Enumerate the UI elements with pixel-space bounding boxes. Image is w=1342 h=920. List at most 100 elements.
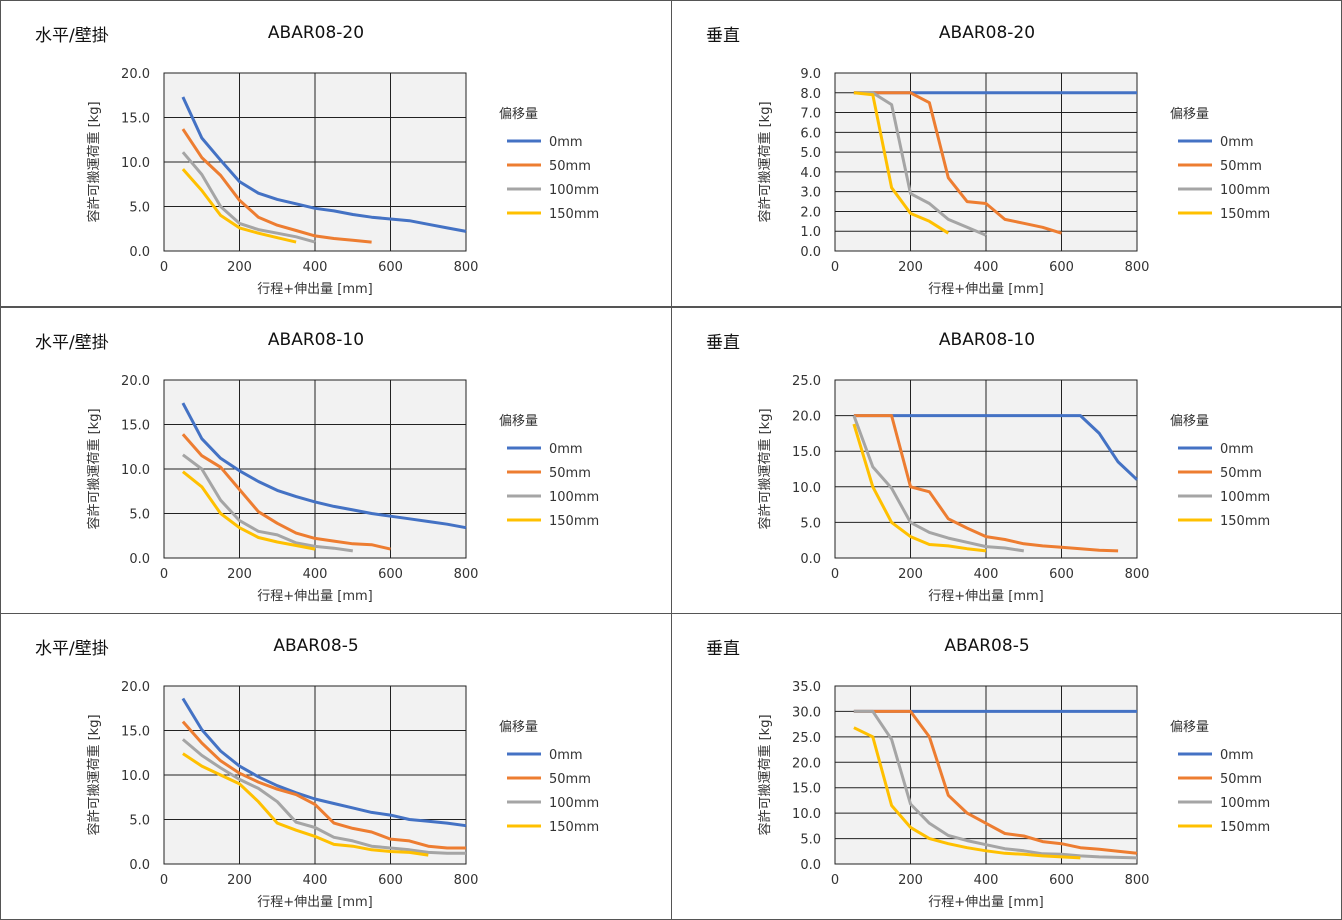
y-tick-label: 15.0 bbox=[121, 419, 150, 434]
legend-label: 100mm bbox=[1220, 796, 1270, 811]
y-tick-label: 15.0 bbox=[792, 782, 821, 797]
chart-panel-h5: 水平/壁掛 ABAR08-5 0.0 5.0 10.0 15.0 20.0 0 200 400 60… bbox=[0, 613, 672, 920]
y-tick-label: 10.0 bbox=[121, 769, 150, 784]
y-tick-label: 5.0 bbox=[800, 833, 821, 848]
y-tick-label: 6.0 bbox=[800, 126, 821, 141]
x-tick-label: 600 bbox=[1049, 873, 1074, 888]
chart-title: ABAR08-5 bbox=[273, 636, 359, 656]
y-tick-label: 5.0 bbox=[129, 508, 150, 523]
chart-category-label: 水平/壁掛 bbox=[35, 639, 109, 659]
x-tick-label: 0 bbox=[831, 260, 839, 275]
series-line-50mm bbox=[853, 91, 1062, 235]
x-axis-label: 行程+伸出量 [mm] bbox=[257, 282, 373, 297]
legend-label: 100mm bbox=[549, 796, 599, 811]
legend-label: 0mm bbox=[1220, 748, 1254, 763]
y-tick-label: 4.0 bbox=[800, 166, 821, 181]
legend-label: 0mm bbox=[549, 442, 583, 457]
y-tick-label: 7.0 bbox=[800, 107, 821, 122]
x-tick-label: 600 bbox=[378, 873, 403, 888]
x-tick-label: 600 bbox=[378, 260, 403, 275]
x-tick-label: 200 bbox=[898, 260, 923, 275]
x-tick-label: 400 bbox=[974, 873, 999, 888]
legend-label: 0mm bbox=[1220, 442, 1254, 457]
chart-svg: 0.0 5.0 10.0 15.0 20.0 25.0 0 200 400 600 800 容許可搬運… bbox=[757, 374, 1270, 604]
legend-title: 偏移量 bbox=[499, 720, 538, 735]
x-tick-label: 400 bbox=[974, 567, 999, 582]
legend-title: 偏移量 bbox=[1170, 414, 1209, 429]
y-axis-label: 容許可搬運荷重 [kg] bbox=[86, 714, 102, 835]
series-line-100mm bbox=[181, 738, 466, 855]
y-tick-label: 10.0 bbox=[121, 156, 150, 171]
chart-svg: 0.0 1.0 2.0 3.0 4.0 5.0 6.0 7.0 8.0 9.0 0 200 400 600… bbox=[757, 67, 1270, 297]
series-line-0mm bbox=[181, 697, 467, 828]
y-tick-label: 15.0 bbox=[121, 112, 150, 127]
chart-category-label: 垂直 bbox=[706, 639, 740, 659]
y-tick-label: 9.0 bbox=[800, 67, 821, 82]
x-axis-label: 行程+伸出量 [mm] bbox=[928, 589, 1044, 604]
chart-title: ABAR08-20 bbox=[267, 23, 365, 43]
x-tick-label: 0 bbox=[160, 873, 168, 888]
legend-label: 50mm bbox=[549, 772, 591, 787]
x-tick-label: 400 bbox=[974, 260, 999, 275]
series-line-0mm bbox=[181, 402, 467, 530]
x-tick-label: 800 bbox=[454, 873, 479, 888]
legend-label: 100mm bbox=[1220, 183, 1270, 198]
legend-label: 0mm bbox=[549, 748, 583, 763]
y-axis-label: 容許可搬運荷重 [kg] bbox=[86, 101, 102, 222]
y-tick-label: 20.0 bbox=[121, 374, 150, 389]
y-tick-label: 15.0 bbox=[121, 725, 150, 740]
series-line-150mm bbox=[853, 726, 1081, 860]
y-axis-label: 容許可搬運荷重 [kg] bbox=[86, 408, 102, 529]
legend-title: 偏移量 bbox=[499, 414, 538, 429]
chart-svg: 0.0 5.0 10.0 15.0 20.0 25.0 30.0 35.0 0 200 400 600… bbox=[757, 680, 1270, 910]
x-tick-label: 0 bbox=[831, 567, 839, 582]
x-tick-label: 0 bbox=[831, 873, 839, 888]
y-tick-label: 0.0 bbox=[800, 858, 821, 873]
legend-label: 150mm bbox=[1220, 514, 1270, 529]
chart-svg: 0.0 5.0 10.0 15.0 20.0 0 200 400 600 800 容許可搬運荷重 [… bbox=[86, 680, 599, 910]
chart-panel-h20: 水平/壁掛 ABAR08-20 0.0 5.0 10.0 15.0 20.0 0 200 400 6… bbox=[0, 0, 672, 307]
legend-label: 50mm bbox=[1220, 466, 1262, 481]
x-tick-label: 200 bbox=[227, 567, 252, 582]
chart-title: ABAR08-5 bbox=[944, 636, 1030, 656]
series-line-50mm bbox=[853, 414, 1119, 553]
x-tick-label: 400 bbox=[303, 873, 328, 888]
series-line-100mm bbox=[853, 91, 987, 237]
chart-svg: 0.0 5.0 10.0 15.0 20.0 0 200 400 600 800 容許可搬運荷重 [… bbox=[86, 67, 599, 297]
chart-panel-h10: 水平/壁掛 ABAR08-10 0.0 5.0 10.0 15.0 20.0 0 200 400 6… bbox=[0, 307, 672, 614]
x-tick-label: 600 bbox=[378, 567, 403, 582]
chart-category-label: 垂直 bbox=[706, 26, 740, 46]
y-tick-label: 5.0 bbox=[800, 516, 821, 531]
y-tick-label: 5.0 bbox=[800, 146, 821, 161]
series-line-50mm bbox=[853, 709, 1138, 855]
series-line-100mm bbox=[852, 415, 1025, 553]
y-tick-label: 25.0 bbox=[792, 731, 821, 746]
y-axis-label: 容許可搬運荷重 [kg] bbox=[757, 714, 773, 835]
x-tick-label: 800 bbox=[454, 567, 479, 582]
y-tick-label: 25.0 bbox=[792, 374, 821, 389]
y-tick-label: 0.0 bbox=[129, 552, 150, 567]
legend-label: 50mm bbox=[549, 159, 591, 174]
y-tick-label: 8.0 bbox=[800, 87, 821, 102]
series-line-50mm bbox=[181, 720, 466, 850]
x-tick-label: 600 bbox=[1049, 260, 1074, 275]
y-tick-label: 10.0 bbox=[121, 463, 150, 478]
x-tick-label: 200 bbox=[898, 873, 923, 888]
series-line-100mm bbox=[181, 453, 354, 553]
legend-title: 偏移量 bbox=[499, 107, 538, 122]
x-tick-label: 800 bbox=[454, 260, 479, 275]
y-tick-label: 20.0 bbox=[792, 756, 821, 771]
y-tick-label: 20.0 bbox=[792, 410, 821, 425]
x-axis-label: 行程+伸出量 [mm] bbox=[257, 895, 373, 910]
series-line-0mm bbox=[853, 414, 1139, 481]
legend-label: 100mm bbox=[549, 490, 599, 505]
legend-label: 0mm bbox=[1220, 135, 1254, 150]
chart-category-label: 垂直 bbox=[706, 333, 740, 353]
legend-label: 50mm bbox=[549, 466, 591, 481]
series-line-150mm bbox=[852, 423, 987, 553]
legend-title: 偏移量 bbox=[1170, 720, 1209, 735]
chart-panel-v5: 垂直 ABAR08-5 0.0 5.0 10.0 15.0 20.0 25.0 30.0 35.0… bbox=[671, 613, 1342, 920]
legend-label: 150mm bbox=[549, 820, 599, 835]
y-tick-label: 1.0 bbox=[800, 225, 821, 240]
y-axis-label: 容許可搬運荷重 [kg] bbox=[757, 101, 773, 222]
